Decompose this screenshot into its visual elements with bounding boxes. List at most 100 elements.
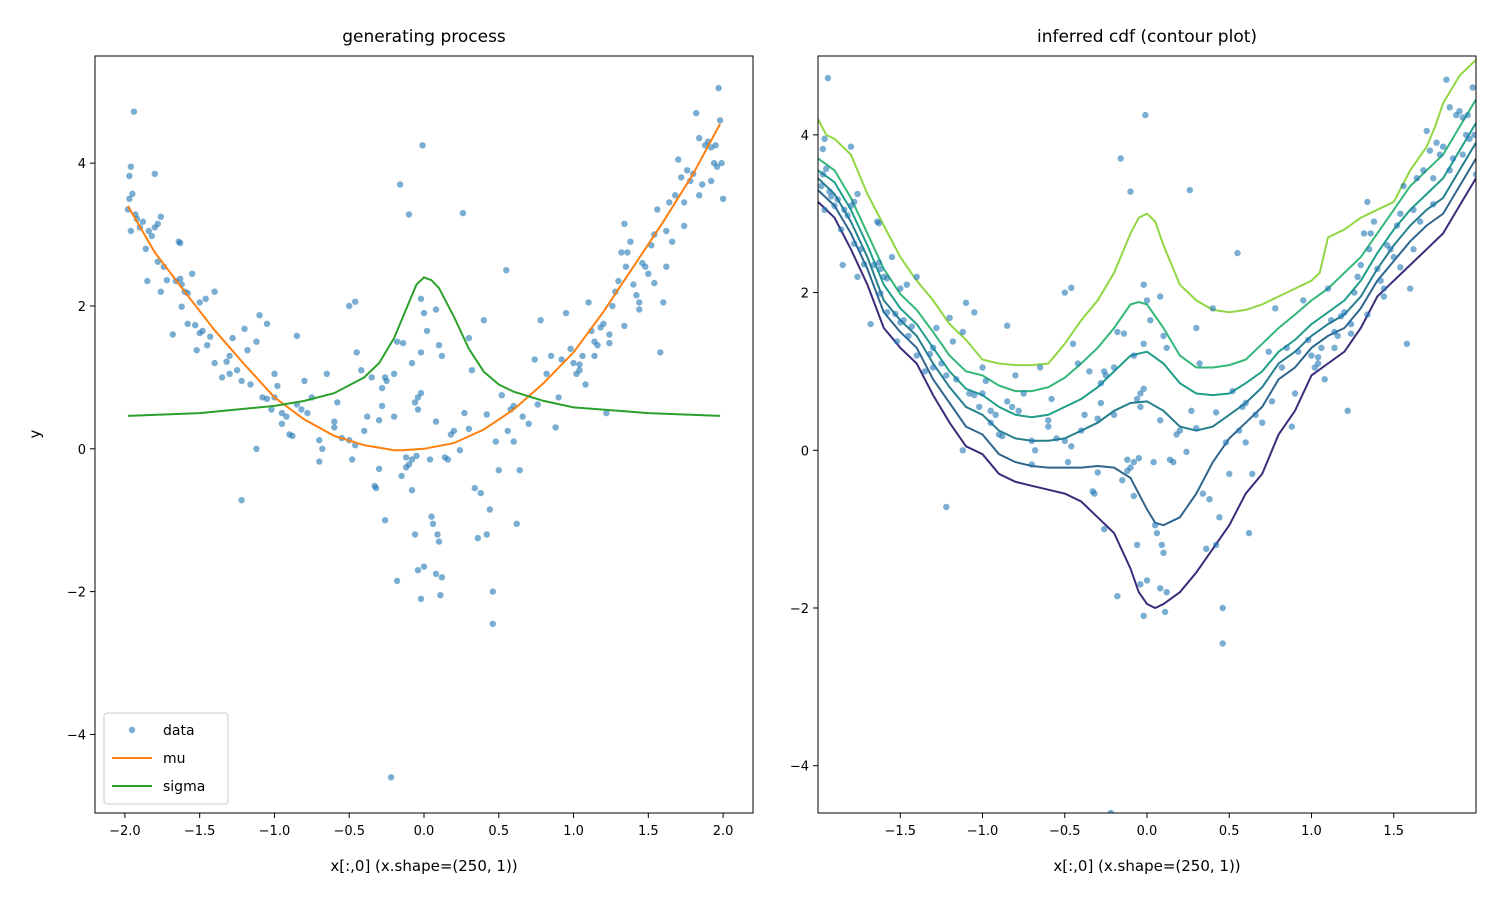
legend-data-marker xyxy=(128,726,136,734)
data-point xyxy=(642,263,649,270)
data-point xyxy=(375,417,383,424)
data-point xyxy=(293,332,301,340)
data-point xyxy=(1344,407,1351,414)
data-point xyxy=(127,227,135,235)
data-point xyxy=(867,320,874,328)
data-point xyxy=(953,376,960,383)
data-point xyxy=(387,774,395,781)
data-point xyxy=(1446,167,1453,174)
data-point xyxy=(851,198,858,206)
data-point xyxy=(851,240,858,247)
left-x-tick-label: −1.5 xyxy=(184,824,216,839)
data-point xyxy=(854,273,861,280)
data-point xyxy=(1045,417,1052,424)
data-point xyxy=(331,418,338,425)
data-point xyxy=(486,506,493,513)
data-point xyxy=(1283,344,1291,351)
data-point xyxy=(417,295,425,302)
data-point xyxy=(1466,135,1473,142)
data-point xyxy=(247,381,254,388)
data-point xyxy=(1321,376,1328,383)
data-point xyxy=(713,163,721,170)
data-point xyxy=(959,328,966,336)
data-point xyxy=(361,427,368,435)
data-point xyxy=(1400,182,1407,190)
data-point xyxy=(818,182,825,190)
right-plot-marks xyxy=(818,59,1476,813)
data-point xyxy=(405,461,413,468)
data-point xyxy=(1193,425,1200,432)
data-point xyxy=(615,277,622,285)
data-point xyxy=(202,295,209,302)
data-point xyxy=(684,167,691,174)
data-point xyxy=(609,302,616,310)
data-point xyxy=(516,467,523,474)
left-axis-ticks: −2.0 −1.5 −1.0 −0.5 0.0 0.5 1.0 1.5 2.0 −4 −2 0 2 4 xyxy=(67,157,734,839)
data-point xyxy=(1449,155,1457,162)
contour-line-1 xyxy=(818,177,1476,610)
data-point xyxy=(1188,407,1195,414)
data-point xyxy=(1242,399,1249,407)
left-y-axis-label: y xyxy=(26,429,44,438)
data-point xyxy=(1069,340,1077,347)
data-point xyxy=(1140,281,1147,288)
data-point xyxy=(1471,131,1476,139)
data-point xyxy=(966,390,973,397)
data-point xyxy=(399,339,407,347)
data-point xyxy=(585,299,592,306)
data-point xyxy=(630,281,637,288)
data-point xyxy=(169,331,176,338)
data-point xyxy=(381,517,389,524)
data-point xyxy=(1410,246,1417,253)
data-point xyxy=(1265,348,1272,355)
data-point xyxy=(364,413,371,420)
data-point xyxy=(513,520,520,527)
left-x-tick-label: 1.5 xyxy=(638,824,659,839)
data-point xyxy=(1086,368,1093,375)
data-point xyxy=(1196,360,1203,367)
data-point xyxy=(349,456,356,463)
data-point xyxy=(142,245,149,252)
data-point xyxy=(1403,340,1411,347)
data-point xyxy=(1081,411,1088,418)
data-point xyxy=(459,209,467,217)
data-point xyxy=(1130,352,1138,359)
data-point xyxy=(567,345,574,352)
data-point xyxy=(196,329,203,337)
data-point xyxy=(375,465,383,472)
data-point xyxy=(1157,293,1164,300)
data-point xyxy=(477,489,484,497)
data-point xyxy=(1130,492,1138,500)
data-point xyxy=(1380,293,1388,300)
data-point xyxy=(238,497,245,504)
data-point xyxy=(1407,285,1414,292)
data-point xyxy=(854,190,861,198)
data-point xyxy=(1216,514,1223,521)
data-point xyxy=(987,407,994,414)
data-point xyxy=(1101,525,1108,533)
data-point xyxy=(1147,317,1154,324)
data-point xyxy=(456,447,464,454)
data-point xyxy=(184,320,191,327)
sigma-line xyxy=(127,276,721,417)
data-point xyxy=(543,370,550,377)
data-point xyxy=(435,538,443,545)
contour-line-5 xyxy=(818,98,1476,393)
data-point xyxy=(929,364,937,371)
data-point xyxy=(699,181,706,188)
data-point xyxy=(600,320,607,327)
data-point xyxy=(1091,490,1098,497)
data-point xyxy=(1117,155,1124,162)
right-y-tick-label: −2 xyxy=(790,602,809,617)
data-point xyxy=(211,288,218,295)
left-x-tick-label: 1.0 xyxy=(563,824,584,839)
data-point xyxy=(547,352,555,360)
data-point xyxy=(1324,285,1332,292)
data-point xyxy=(298,406,305,413)
data-point xyxy=(875,220,883,227)
data-point xyxy=(828,193,835,200)
data-point xyxy=(1360,230,1368,237)
data-point xyxy=(999,432,1006,440)
data-point xyxy=(707,144,715,151)
data-point xyxy=(289,432,296,440)
